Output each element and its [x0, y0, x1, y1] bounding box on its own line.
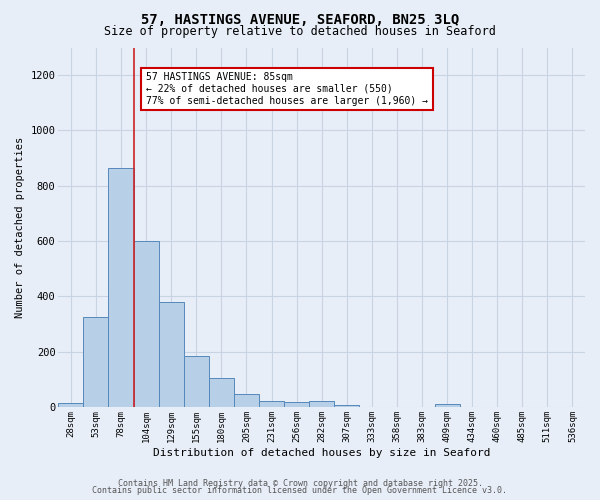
Bar [434, 404, 460, 407]
Text: Size of property relative to detached houses in Seaford: Size of property relative to detached ho… [104, 25, 496, 38]
Bar [184, 356, 209, 407]
Y-axis label: Number of detached properties: Number of detached properties [15, 136, 25, 318]
Bar [209, 378, 234, 407]
X-axis label: Distribution of detached houses by size in Seaford: Distribution of detached houses by size … [153, 448, 490, 458]
Bar [259, 401, 284, 407]
Bar [58, 403, 83, 407]
Text: Contains public sector information licensed under the Open Government Licence v3: Contains public sector information licen… [92, 486, 508, 495]
Bar [309, 401, 334, 407]
Bar [158, 302, 184, 407]
Text: Contains HM Land Registry data © Crown copyright and database right 2025.: Contains HM Land Registry data © Crown c… [118, 478, 482, 488]
Text: 57, HASTINGS AVENUE, SEAFORD, BN25 3LQ: 57, HASTINGS AVENUE, SEAFORD, BN25 3LQ [141, 12, 459, 26]
Text: 57 HASTINGS AVENUE: 85sqm
← 22% of detached houses are smaller (550)
77% of semi: 57 HASTINGS AVENUE: 85sqm ← 22% of detac… [146, 72, 428, 106]
Bar [109, 168, 134, 407]
Bar [134, 241, 158, 407]
Bar [334, 404, 359, 407]
Bar [284, 402, 309, 407]
Bar [83, 317, 109, 407]
Bar [234, 394, 259, 407]
